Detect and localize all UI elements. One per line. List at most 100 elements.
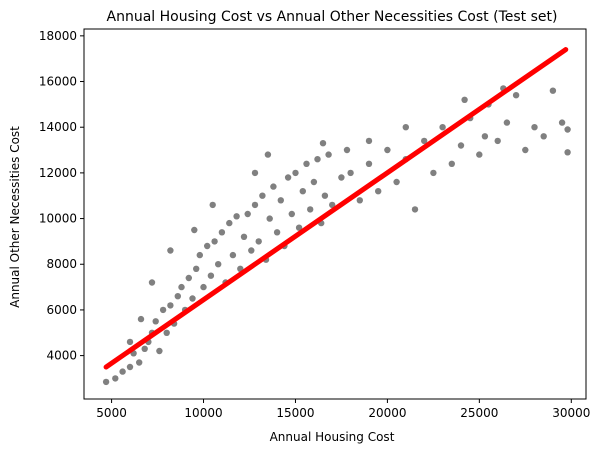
- scatter-point: [343, 146, 351, 154]
- scatter-point: [384, 146, 391, 154]
- scatter-point: [273, 229, 281, 236]
- scatter-point: [266, 215, 273, 222]
- scatter-point: [476, 151, 483, 158]
- x-axis-title: Annual Housing Cost: [270, 430, 395, 444]
- scatter-point: [218, 229, 226, 236]
- regression-line: [103, 47, 569, 370]
- scatter-point: [531, 124, 538, 131]
- scatter-point: [457, 142, 465, 149]
- scatter-point: [209, 201, 216, 209]
- scatter-point: [347, 169, 354, 177]
- scatter-point: [255, 238, 262, 245]
- scatter-point: [156, 347, 163, 355]
- scatter-point: [137, 315, 145, 323]
- scatter-point: [338, 174, 345, 181]
- scatter-point: [319, 140, 327, 147]
- scatter-point: [141, 345, 148, 352]
- scatter-point: [329, 201, 336, 209]
- x-tick-label: 15000: [276, 406, 314, 420]
- scatter-point: [288, 210, 295, 218]
- x-axis-ticks: 5000 10000 15000 20000 25000 30000: [96, 399, 590, 420]
- scatter-point: [189, 295, 196, 302]
- scatter-point: [295, 224, 303, 231]
- scatter-point: [375, 188, 382, 195]
- scatter-point: [167, 247, 174, 254]
- scatter-point: [481, 133, 489, 140]
- y-axis-ticks: 4000 6000 8000 10000 12000 14000 16000 18000: [39, 29, 84, 363]
- y-tick-label: 4000: [46, 349, 77, 363]
- scatter-point: [126, 338, 134, 346]
- scatter-point: [448, 160, 455, 167]
- scatter-point: [393, 178, 400, 186]
- scatter-point: [321, 192, 329, 199]
- scatter-point: [264, 151, 272, 158]
- x-tick-label: 5000: [96, 406, 127, 420]
- scatter-point: [461, 96, 468, 104]
- scatter-point: [540, 133, 547, 140]
- scatter-point: [411, 206, 419, 213]
- scatter-point: [549, 87, 557, 94]
- y-tick-label: 12000: [39, 166, 77, 180]
- x-tick-label: 10000: [184, 406, 222, 420]
- scatter-point: [159, 306, 167, 314]
- scatter-point: [522, 146, 529, 154]
- y-axis-title: Annual Other Necessities Cost: [8, 126, 22, 308]
- y-tick-label: 10000: [39, 212, 77, 226]
- scatter-point: [200, 283, 207, 291]
- scatter-point: [102, 378, 110, 386]
- scatter-point: [284, 174, 292, 181]
- scatter-point: [112, 375, 119, 382]
- scatter-point: [365, 137, 373, 145]
- scatter-point: [204, 242, 211, 250]
- scatter-point: [136, 359, 143, 366]
- x-tick-label: 20000: [368, 406, 406, 420]
- scatter-point: [174, 293, 181, 300]
- scatter-point: [421, 137, 428, 145]
- scatter-point: [558, 119, 566, 126]
- scatter-point: [270, 183, 277, 190]
- scatter-point: [185, 274, 192, 282]
- scatter-point: [240, 233, 248, 240]
- scatter-point: [251, 201, 259, 209]
- scatter-point: [215, 261, 222, 268]
- scatter-point: [251, 169, 259, 177]
- scatter-point: [196, 251, 203, 259]
- scatter-point: [503, 119, 511, 126]
- scatter-point: [119, 368, 126, 375]
- y-tick-label: 8000: [46, 257, 77, 271]
- y-tick-label: 14000: [39, 120, 77, 134]
- scatter-point: [303, 160, 310, 167]
- x-tick-label: 25000: [460, 406, 498, 420]
- scatter-point: [259, 192, 266, 199]
- scatter-point: [244, 210, 251, 218]
- scatter-point: [229, 251, 237, 259]
- scatter-point: [494, 137, 501, 145]
- scatter-point: [439, 124, 446, 131]
- scatter-point: [292, 169, 299, 177]
- chart-title: Annual Housing Cost vs Annual Other Nece…: [107, 9, 558, 25]
- scatter-point: [310, 178, 318, 186]
- scatter-point: [178, 283, 185, 291]
- scatter-point: [277, 197, 284, 204]
- scatter-point: [148, 279, 156, 286]
- plot-area-frame: [83, 28, 587, 400]
- scatter-point: [299, 188, 306, 195]
- scatter-point: [402, 124, 409, 131]
- scatter-point: [211, 238, 218, 245]
- scatter-point: [307, 206, 314, 213]
- scatter-point: [152, 318, 159, 325]
- scatter-point: [248, 247, 255, 254]
- y-tick-label: 6000: [46, 303, 77, 317]
- y-tick-label: 18000: [39, 29, 77, 43]
- scatter-point: [564, 149, 571, 156]
- scatter-point: [207, 272, 215, 279]
- scatter-point: [564, 126, 571, 133]
- scatter-point: [163, 329, 170, 336]
- scatter-point: [233, 213, 240, 220]
- scatter-point: [356, 197, 363, 204]
- regression-line-layer: [103, 47, 569, 370]
- scatter-point: [325, 151, 332, 158]
- scatter-point: [193, 265, 200, 272]
- scatter-point: [314, 156, 321, 163]
